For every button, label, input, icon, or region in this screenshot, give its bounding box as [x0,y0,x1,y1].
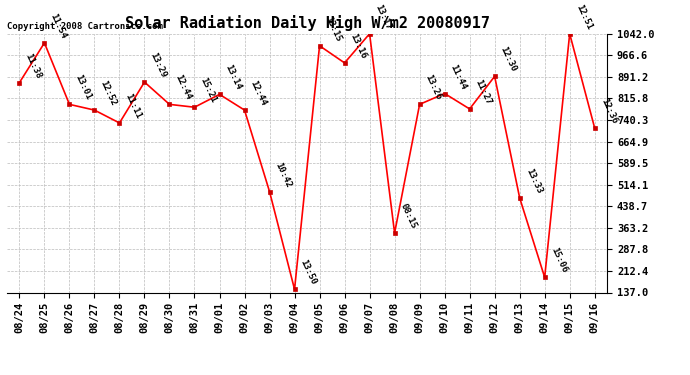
Text: 10:42: 10:42 [274,160,293,189]
Text: 13:50: 13:50 [299,258,318,286]
Text: 11:11: 11:11 [124,92,143,120]
Text: 13:14: 13:14 [224,63,243,92]
Text: 12:51: 12:51 [574,3,593,31]
Text: 12:36: 12:36 [599,97,618,125]
Text: 15:21: 15:21 [199,76,218,105]
Text: 13:26: 13:26 [424,74,443,102]
Text: 11:27: 11:27 [474,78,493,106]
Text: 12:44: 12:44 [174,74,193,102]
Text: 13:15: 13:15 [324,15,343,43]
Text: 13:29: 13:29 [148,51,168,79]
Text: 08:15: 08:15 [399,202,418,230]
Text: 11:44: 11:44 [448,63,469,91]
Text: 11:38: 11:38 [23,52,43,80]
Text: 13:17: 13:17 [374,3,393,31]
Text: 13:01: 13:01 [74,74,93,102]
Text: 11:54: 11:54 [48,12,68,40]
Text: 12:52: 12:52 [99,79,118,107]
Text: 13:16: 13:16 [348,32,368,60]
Text: 12:44: 12:44 [248,79,268,107]
Text: 15:06: 15:06 [549,246,569,274]
Text: 12:30: 12:30 [499,45,518,74]
Text: 13:33: 13:33 [524,167,543,195]
Text: Copyright 2008 Cartronics.com: Copyright 2008 Cartronics.com [7,22,163,31]
Title: Solar Radiation Daily High W/m2 20080917: Solar Radiation Daily High W/m2 20080917 [125,15,489,31]
